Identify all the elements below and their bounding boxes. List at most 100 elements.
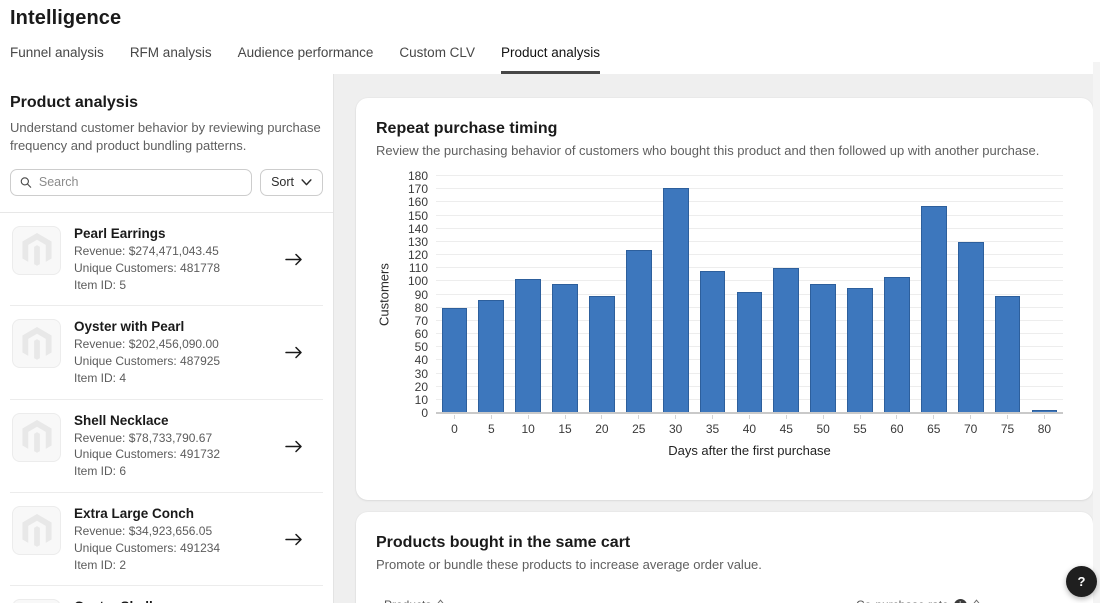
bar — [662, 187, 689, 413]
sort-arrows-icon[interactable] — [436, 598, 445, 603]
bar — [699, 270, 726, 413]
tab-funnel-analysis[interactable]: Funnel analysis — [10, 45, 104, 60]
tab-audience-performance[interactable]: Audience performance — [237, 45, 374, 60]
bar-slot — [584, 176, 621, 413]
y-tick-label: 70 — [414, 313, 428, 328]
search-input[interactable] — [38, 175, 243, 190]
placeholder-logo-icon — [21, 233, 52, 267]
product-list-item[interactable]: Extra Large Conch Revenue: $34,923,656.05… — [10, 493, 323, 587]
y-tick-label: 120 — [407, 248, 428, 263]
product-list-item[interactable]: Pearl Earrings Revenue: $274,471,043.45 Un… — [10, 213, 323, 307]
bar-slot — [768, 176, 805, 413]
product-revenue: Revenue: $78,733,790.67 — [74, 430, 213, 445]
x-tick-label: 75 — [989, 413, 1026, 436]
product-sidebar: Product analysis Understand customer beh… — [0, 74, 334, 603]
plot-area: 0 10 20 30 40 50 60 70 80 90 100 110 120 130 140 150 160… — [408, 169, 1063, 420]
bar — [1031, 410, 1058, 413]
y-tick-label: 150 — [407, 208, 428, 223]
bar — [884, 277, 910, 413]
bar — [957, 241, 984, 413]
x-tick-label: 0 — [436, 413, 473, 436]
product-item-id: Item ID: 6 — [74, 464, 127, 479]
bar — [441, 307, 468, 413]
same-cart-title: Products bought in the same cart — [376, 534, 631, 551]
column-header-products[interactable]: Products — [376, 598, 856, 603]
product-thumbnail — [12, 599, 61, 603]
gridline — [436, 267, 1063, 269]
bar-slot — [842, 176, 879, 413]
app-header: Intelligence Funnel analysis RFM analysi… — [0, 0, 1100, 74]
arrow-right-icon[interactable] — [285, 533, 303, 546]
bar-slot — [510, 176, 547, 413]
x-axis-line — [436, 412, 1063, 414]
tab-custom-clv[interactable]: Custom CLV — [399, 45, 475, 60]
y-tick-label: 170 — [407, 182, 428, 197]
x-tick-label: 30 — [657, 413, 694, 436]
product-name: Oyster with Pearl — [74, 319, 185, 335]
gridline — [436, 188, 1063, 190]
gridline — [436, 214, 1063, 216]
bar — [736, 291, 763, 413]
product-item-id: Item ID: 5 — [74, 277, 127, 292]
help-button[interactable]: ? — [1066, 566, 1097, 597]
bar-slot — [620, 176, 657, 413]
product-list-item[interactable]: Oyster ShellRevenue: $14,765,965.00Uniqu… — [10, 586, 323, 603]
product-thumbnail — [12, 506, 61, 556]
product-unique-customers: Unique Customers: 491732 — [74, 447, 221, 462]
x-tick-label: 40 — [731, 413, 768, 436]
gridline — [436, 254, 1063, 256]
y-tick-label: 90 — [414, 287, 428, 302]
arrow-right-icon[interactable] — [285, 346, 303, 359]
arrow-right-icon[interactable] — [285, 440, 303, 453]
tab-bar: Funnel analysis RFM analysis Audience pe… — [0, 30, 1100, 74]
bar — [552, 283, 578, 413]
search-row: Sort — [10, 168, 323, 196]
co-purchase-rate-column-label: Co-purchase rate — [856, 598, 949, 603]
product-name: Pearl Earrings — [74, 225, 166, 241]
product-item-id: Item ID: 4 — [74, 370, 127, 385]
tab-product-analysis[interactable]: Product analysis — [500, 45, 601, 74]
bar-slot — [952, 176, 989, 413]
content-area: Product analysis Understand customer beh… — [0, 74, 1100, 603]
scrollbar-track[interactable] — [1093, 62, 1100, 603]
plot-column: 0 10 20 30 40 50 60 70 80 90 100 110 120 130 140 150 160… — [392, 169, 1073, 458]
tab-rfm-analysis[interactable]: RFM analysis — [129, 45, 212, 60]
search-box[interactable] — [10, 168, 253, 196]
bar — [810, 283, 837, 413]
bar — [478, 299, 505, 413]
same-cart-card: Products bought in the same cart Promote… — [356, 512, 1093, 603]
x-axis-ticks: 0 5 10 15 20 25 30 35 40 45 50 55 60 65 70 75 80 — [436, 413, 1063, 436]
y-tick-label: 60 — [414, 327, 428, 342]
repeat-purchase-card: Repeat purchase timing Review the purcha… — [356, 98, 1093, 500]
y-tick-label: 40 — [414, 353, 428, 368]
bar-slot — [915, 176, 952, 413]
sort-arrows-icon[interactable] — [972, 598, 981, 603]
placeholder-logo-icon — [21, 420, 52, 453]
product-thumbnail — [12, 225, 61, 275]
sort-button[interactable]: Sort — [260, 168, 323, 196]
repeat-purchase-title: Repeat purchase timing — [376, 120, 558, 137]
product-name: Oyster Shell — [74, 599, 219, 603]
arrow-right-icon[interactable] — [285, 253, 303, 266]
bar-chart: Customers 0 10 20 30 40 50 60 70 80 90 100 110 120 13… — [376, 169, 1073, 458]
x-tick-label: 70 — [952, 413, 989, 436]
x-tick-label: 10 — [510, 413, 547, 436]
x-tick-label: 5 — [473, 413, 510, 436]
bars-layer — [436, 176, 1063, 413]
info-icon[interactable] — [953, 598, 967, 603]
column-header-co-purchase-rate[interactable]: Co-purchase rate — [856, 598, 981, 603]
product-item-id: Item ID: 2 — [74, 557, 127, 572]
product-list-item[interactable]: Shell Necklace Revenue: $78,733,790.67 Uni… — [10, 400, 323, 494]
bar-slot — [436, 176, 473, 413]
bar-slot — [805, 176, 842, 413]
x-axis-title: Days after the first purchase — [668, 443, 831, 458]
product-unique-customers: Unique Customers: 487925 — [74, 354, 221, 369]
x-tick-label: 20 — [584, 413, 621, 436]
sort-button-label: Sort — [271, 175, 294, 190]
x-tick-label: 35 — [694, 413, 731, 436]
main-panel: Repeat purchase timing Review the purcha… — [334, 74, 1100, 603]
placeholder-logo-icon — [21, 513, 52, 547]
bar-slot — [547, 176, 584, 413]
product-list-item[interactable]: Oyster with Pearl Revenue: $202,456,090.0… — [10, 306, 323, 400]
y-tick-label: 160 — [407, 195, 428, 210]
